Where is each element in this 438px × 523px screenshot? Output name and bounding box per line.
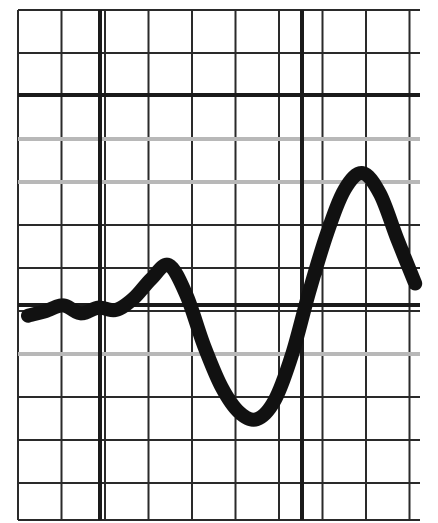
- major-grid-lines: [18, 10, 420, 520]
- ecg-waveform-trace: [21, 166, 423, 427]
